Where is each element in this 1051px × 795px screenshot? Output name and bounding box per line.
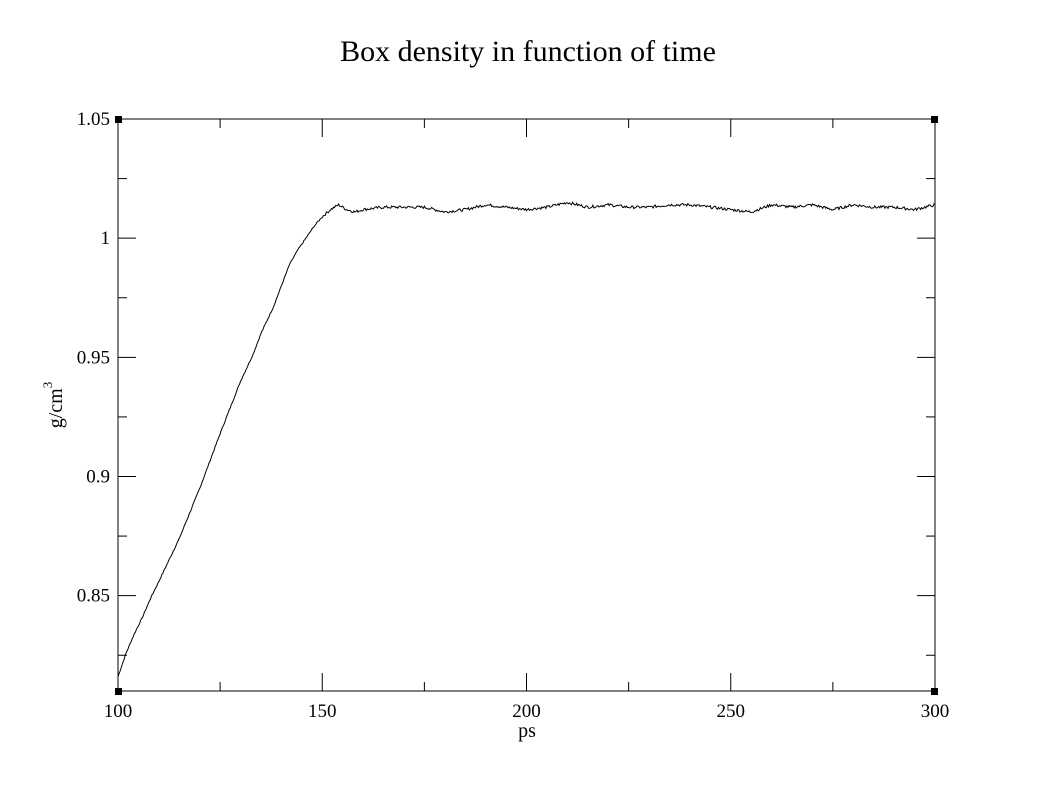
x-tick-label: 100	[104, 701, 133, 722]
corner-handle-bottom-right[interactable]	[931, 688, 938, 695]
y-tick-label: 0.85	[77, 586, 110, 607]
chart-title: Box density in function of time	[340, 35, 716, 68]
y-tick-label: 0.95	[77, 347, 110, 368]
minor-ticks	[118, 119, 935, 691]
x-axis-label: ps	[518, 720, 536, 742]
y-axis-label-group: g/cm3	[40, 382, 67, 429]
corner-handle-top-right[interactable]	[931, 116, 938, 123]
x-tick-label: 250	[717, 701, 746, 722]
plot-frame	[117, 118, 936, 692]
x-tick-label: 150	[308, 701, 337, 722]
corner-handle-top-left[interactable]	[115, 116, 122, 123]
y-tick-label: 1.05	[77, 109, 110, 130]
y-tick-label: 0.9	[86, 467, 110, 488]
series-line	[117, 201, 936, 677]
y-tick-labels: 0.85 0.9 0.95 1 1.05	[77, 109, 110, 607]
y-axis-label-main: g/cm	[45, 388, 67, 428]
x-tick-label: 300	[921, 701, 950, 722]
y-tick-label: 1	[101, 228, 111, 249]
x-tick-label: 200	[512, 701, 541, 722]
y-axis-label-superscript: 3	[40, 382, 55, 389]
y-axis-label: g/cm3	[40, 382, 67, 429]
x-tick-labels: 100 150 200 250 300	[104, 701, 950, 722]
corner-handle-bottom-left[interactable]	[115, 688, 122, 695]
